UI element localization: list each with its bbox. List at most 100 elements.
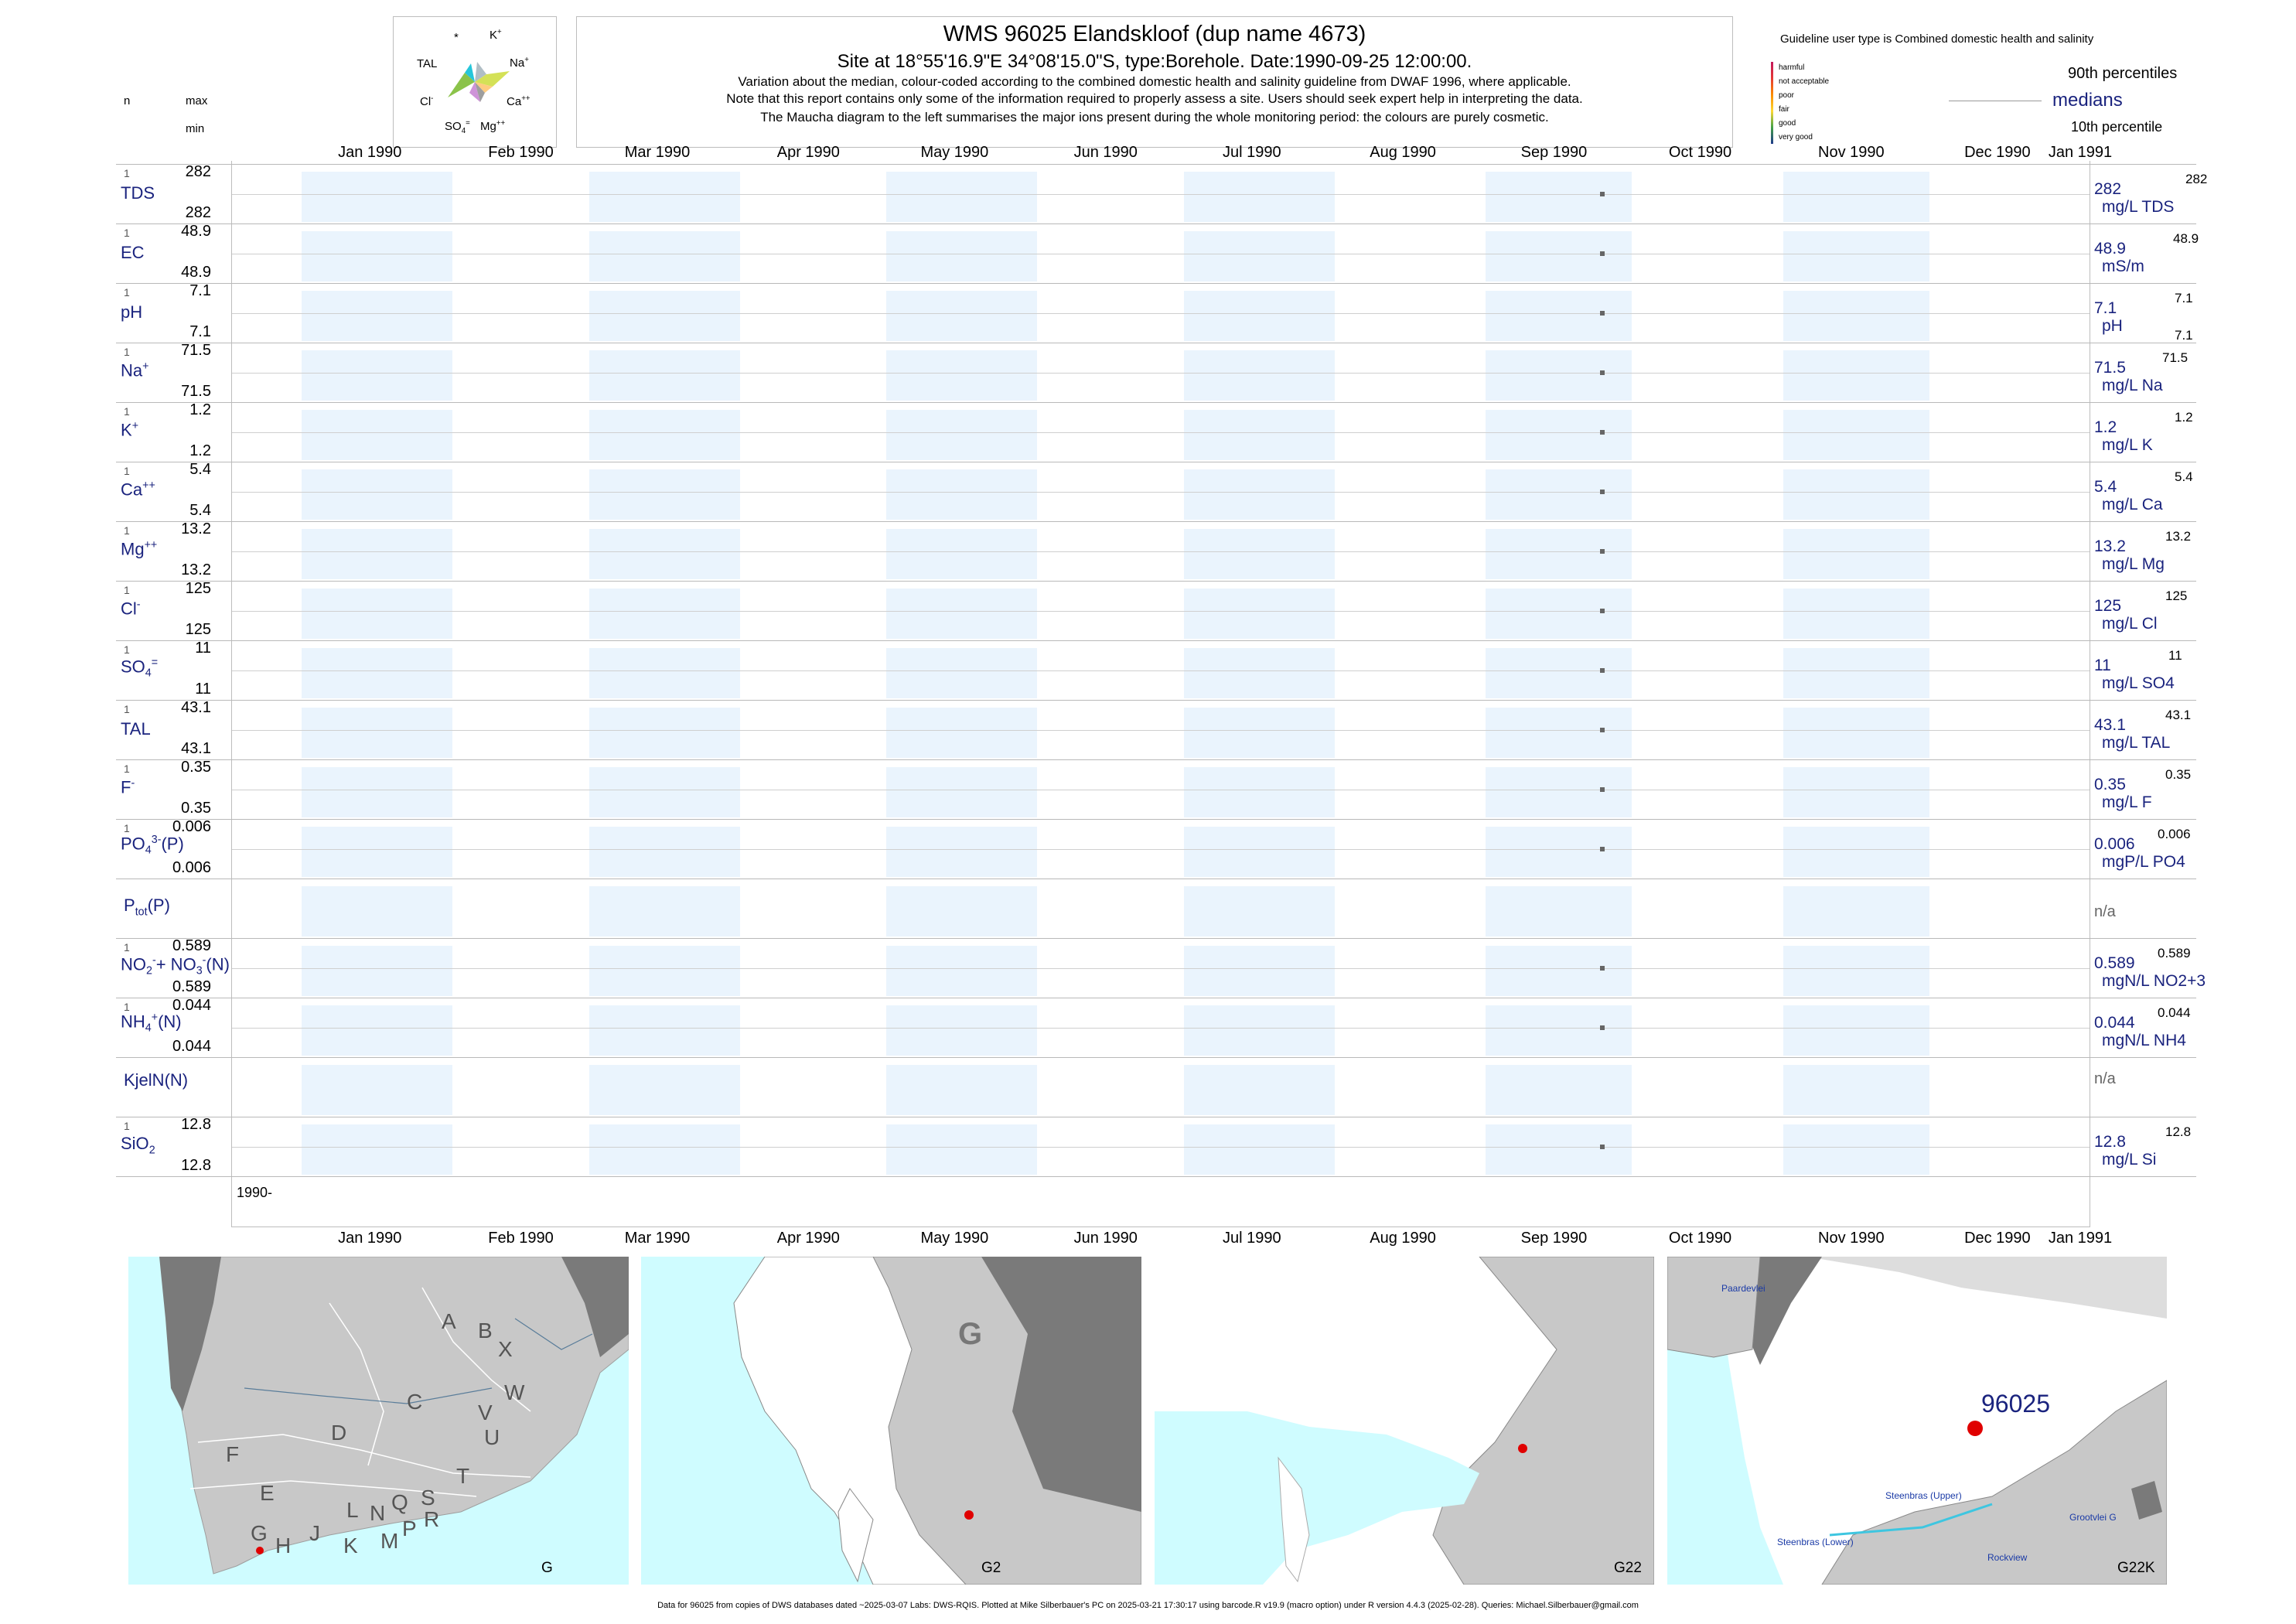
month-band [886,827,1038,877]
median-line-sio2 [232,1146,2090,1148]
n-mg: 1 [124,524,130,537]
map1-region-f: F [226,1442,240,1466]
legend-medians: medians [2052,90,2123,111]
n-tds: 1 [124,167,130,179]
maucha-star: * [454,31,459,44]
name-nh4: NH4+(N) [121,1012,182,1035]
max-so4: 11 [195,640,211,657]
month-band [588,529,741,579]
map1-region-a: A [442,1309,456,1333]
month-band [588,767,741,817]
map4-place-grootvlei: Grootvlei G [2069,1512,2117,1523]
month-label-top-1: Feb 1990 [488,144,554,161]
month-band [886,767,1038,817]
month-band [1783,827,1929,877]
unit-no3: mgN/L NO2+3 [2102,972,2206,990]
map1-region-v: V [478,1401,493,1424]
min-mg: 13.2 [181,561,211,578]
map-g2-svg [733,1257,1141,1585]
map4-place-steenbras-lower: Steenbras (Lower) [1777,1537,1854,1547]
month-label-top-8: Sep 1990 [1520,144,1588,161]
map1-region-p: P [402,1517,417,1540]
month-band [1783,1005,1929,1056]
map1-region-n: N [370,1501,386,1525]
month-label-top-7: Aug 1990 [1370,144,1436,161]
median-na: 71.5 [2094,359,2126,377]
min-no3: 0.589 [172,978,211,995]
legend-class-fair: fair [1779,105,1789,114]
month-band [1183,886,1335,937]
month-band [1783,231,1929,281]
max-ph: 7.1 [189,282,211,299]
month-label-top-12: Jan 1991 [2048,144,2113,161]
month-band [302,469,453,520]
n-k: 1 [124,405,130,418]
legend-p10: 10th percentile [2071,119,2163,135]
month-band [1183,1005,1335,1056]
sample-point-ph [1600,310,1605,316]
min-so4: 11 [195,681,211,698]
month-band [1783,529,1929,579]
month-label-bottom-11: Dec 1990 [1964,1230,2031,1247]
row-separator [116,223,2196,224]
max-tds: 282 [185,163,211,180]
month-band [886,291,1038,341]
month-band [1486,946,1632,996]
month-band [588,708,741,758]
median-ph: 7.1 [2094,299,2117,317]
na-ptot: n/a [2094,903,2116,920]
month-band [588,589,741,639]
note-3: The Maucha diagram to the left summarise… [760,110,1549,125]
p90-ph: 7.1 [2175,291,2193,305]
name-k: K+ [121,420,139,440]
row-separator [116,938,2196,939]
month-band [1486,1005,1632,1056]
month-band [302,827,453,877]
month-label-top-0: Jan 1990 [338,144,402,161]
map4-label: G22K [2117,1560,2155,1576]
na-kjeln: n/a [2094,1070,2116,1087]
month-band [1486,350,1632,401]
map1-region-j: J [309,1521,320,1545]
month-band [588,1005,741,1056]
month-band [1183,350,1335,401]
name-no3: NO2-+ NO3-(N) [121,954,230,977]
p90-k: 1.2 [2175,410,2193,425]
month-band [886,589,1038,639]
month-band [886,648,1038,698]
month-band [588,946,741,996]
barcode-plot: Jan 1990 Feb 1990 Mar 1990 Apr 1990 May 1990… [116,144,2207,1247]
month-band [1183,231,1335,281]
min-po4: 0.006 [172,859,211,876]
sample-point-na [1600,370,1605,375]
min-na: 71.5 [181,383,211,400]
month-band [588,291,741,341]
month-band [302,410,453,460]
unit-f: mg/L F [2102,793,2152,811]
unit-k: mg/L K [2102,436,2153,454]
month-band [886,410,1038,460]
title-box: WMS 96025 Elandskloof (dup name 4673) Si… [576,16,1733,148]
month-label-bottom-0: Jan 1990 [338,1230,402,1247]
sample-point-ec [1600,251,1605,256]
footer: Data for 96025 from copies of DWS databa… [657,1601,1639,1610]
month-label-top-10: Nov 1990 [1818,144,1885,161]
map2-label: G2 [981,1560,1001,1576]
month-band [588,172,741,222]
name-f: F- [121,777,135,797]
sample-point-po4 [1600,846,1605,851]
month-label-bottom-9: Oct 1990 [1668,1230,1732,1247]
month-label-bottom-8: Sep 1990 [1520,1230,1588,1247]
month-band [302,291,453,341]
unit-sio2: mg/L Si [2102,1151,2157,1169]
header-n: n [124,94,131,107]
min-ph: 7.1 [189,323,211,340]
month-band [886,886,1038,937]
month-label-bottom-2: Mar 1990 [624,1230,691,1247]
month-band [1486,172,1632,222]
month-band [1486,410,1632,460]
max-f: 0.35 [181,759,211,776]
month-band [302,886,453,937]
sample-point-k [1600,429,1605,435]
row-separator [116,402,2196,403]
